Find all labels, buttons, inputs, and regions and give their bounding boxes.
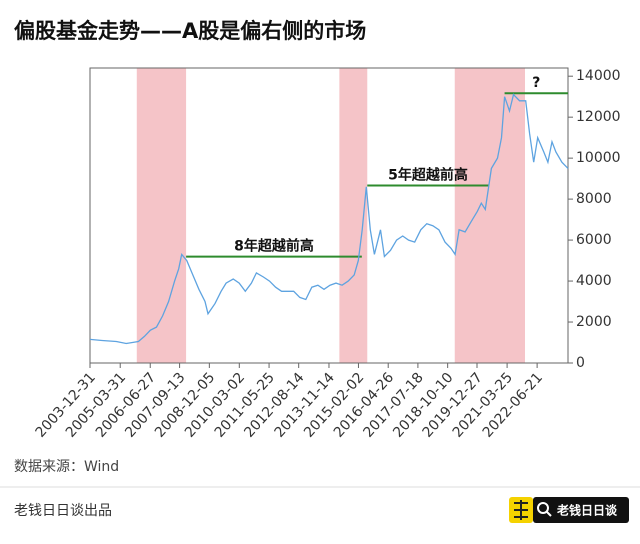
annotation-text: 8年超越前高 <box>234 238 314 255</box>
line-series <box>89 93 569 345</box>
y-tick-label: 12000 <box>576 109 621 125</box>
logo-glyph <box>514 500 528 520</box>
y-tick-label: 8000 <box>576 191 612 207</box>
search-icon <box>537 502 549 514</box>
y-tick-label: 0 <box>576 355 585 371</box>
logo-box <box>533 497 629 523</box>
shaded-range <box>136 68 187 363</box>
search-icon <box>546 511 552 517</box>
y-tick-label: 6000 <box>576 232 612 248</box>
shaded-range <box>339 68 368 363</box>
logo-text: 老钱日日谈 <box>557 503 618 518</box>
y-tick-label: 2000 <box>576 314 612 330</box>
y-tick-label: 4000 <box>576 273 612 289</box>
annotation-text: 5年超越前高 <box>388 166 468 183</box>
chart-title: 偏股基金走势——A股是偏右侧的市场 <box>14 19 366 43</box>
logo: 老钱日日谈 <box>509 497 629 523</box>
annotation-text: ? <box>532 75 540 91</box>
footer: 老钱日日谈出品 <box>14 503 112 519</box>
shaded-range <box>454 68 525 363</box>
source: 数据来源：Wind <box>14 459 119 475</box>
y-tick-label: 14000 <box>576 68 621 84</box>
y-tick-label: 10000 <box>576 150 621 166</box>
